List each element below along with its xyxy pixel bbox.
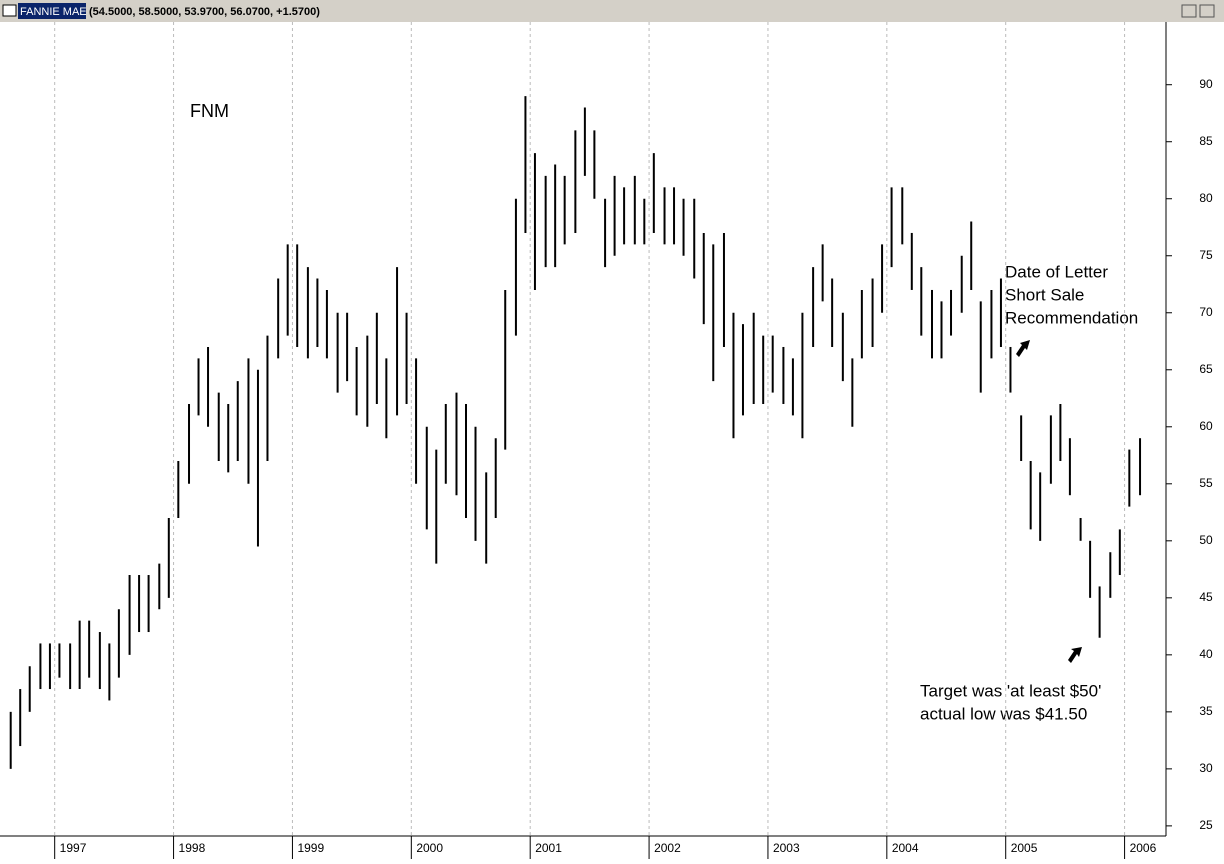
ticker-label: FNM bbox=[190, 101, 229, 121]
y-tick-label: 55 bbox=[1199, 476, 1213, 490]
y-tick-label: 30 bbox=[1199, 761, 1213, 775]
y-tick-label: 45 bbox=[1199, 590, 1213, 604]
y-tick-label: 50 bbox=[1199, 533, 1213, 547]
arrow bbox=[1016, 340, 1030, 357]
x-tick-label: 2006 bbox=[1130, 841, 1157, 855]
restore-button[interactable] bbox=[1181, 4, 1197, 18]
window-name: FANNIE MAE bbox=[20, 6, 87, 18]
y-tick-label: 25 bbox=[1199, 818, 1213, 832]
y-tick-label: 40 bbox=[1199, 647, 1213, 661]
title-highlight bbox=[18, 3, 86, 19]
x-tick-label: 2004 bbox=[892, 841, 919, 855]
plot-area: 25 30 35 40 45 50 55 60 65 70 75 80 85 90 1997 1998 1999… bbox=[9, 22, 1213, 859]
annotation: Target was 'at least $50' bbox=[920, 681, 1101, 700]
x-tick-label: 2001 bbox=[535, 841, 562, 855]
y-tick-label: 85 bbox=[1199, 134, 1213, 148]
y-tick-label: 75 bbox=[1199, 248, 1213, 262]
annotation: actual low was $41.50 bbox=[920, 704, 1087, 723]
arrow bbox=[1068, 647, 1082, 663]
x-tick-label: 1998 bbox=[179, 841, 206, 855]
window-icon bbox=[2, 4, 17, 17]
y-tick-label: 35 bbox=[1199, 704, 1213, 718]
x-tick-label: 2003 bbox=[773, 841, 800, 855]
close-button[interactable] bbox=[1199, 4, 1215, 18]
y-tick-label: 70 bbox=[1199, 305, 1213, 319]
title-bar bbox=[0, 0, 1224, 22]
y-tick-label: 80 bbox=[1199, 191, 1213, 205]
annotation: Recommendation bbox=[1005, 308, 1138, 327]
x-tick-label: 2005 bbox=[1011, 841, 1038, 855]
annotation: Short Sale bbox=[1005, 285, 1084, 304]
y-tick-label: 60 bbox=[1199, 419, 1213, 433]
x-tick-label: 2002 bbox=[654, 841, 681, 855]
x-tick-label: 2000 bbox=[416, 841, 443, 855]
y-tick-label: 65 bbox=[1199, 362, 1213, 376]
y-tick-label: 90 bbox=[1199, 77, 1213, 91]
annotation: Date of Letter bbox=[1005, 262, 1108, 281]
window-quote[interactable]: (54.5000, 58.5000, 53.9700, 56.0700, +1.… bbox=[89, 6, 320, 18]
x-tick-label: 1997 bbox=[60, 841, 87, 855]
x-tick-label: 1999 bbox=[297, 841, 324, 855]
